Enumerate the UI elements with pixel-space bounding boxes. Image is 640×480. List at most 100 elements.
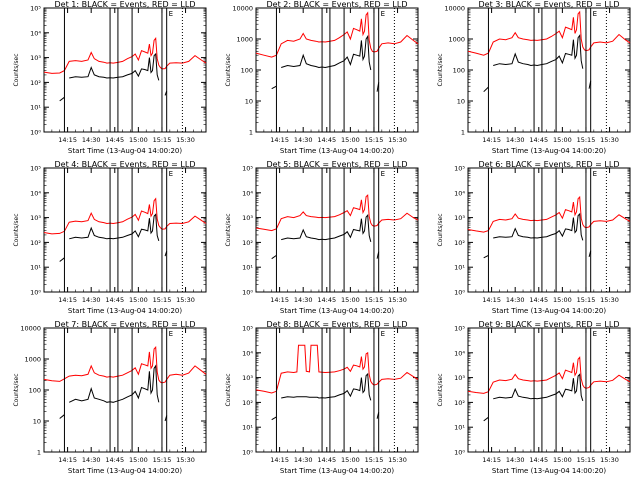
det-9-series-events (493, 373, 584, 402)
det-9-xtick-label: 14:30 (506, 456, 525, 464)
det-1-marker-glyph: E (169, 10, 173, 18)
det-9-panel: Det 9: BLACK = Events, RED = LLD Counts/s… (437, 320, 631, 475)
det-9-ytick-label: 10² (454, 399, 465, 407)
det-4-xtick-label: 15:15 (153, 296, 172, 304)
det-7-series-events-early (59, 414, 65, 419)
det-2-ytick-label: 1 (249, 129, 253, 137)
det-4-series-events-early (59, 257, 65, 262)
det-5-marker-glyph: E (381, 170, 385, 178)
det-6-ylabel: Counts/sec (437, 213, 444, 246)
det-6-xtick-label: 14:30 (506, 296, 525, 304)
det-3-ytick-label: 10 (457, 98, 465, 106)
det-4-xtick-label: 15:00 (129, 296, 148, 304)
det-5-plot-frame (255, 167, 419, 293)
det-7-xtick-label: 15:30 (176, 456, 195, 464)
det-7-ytick-label: 100 (29, 387, 41, 395)
det-4-xtick-label: 15:30 (176, 296, 195, 304)
det-1-plot-frame (43, 7, 207, 133)
det-9-series-lld (467, 356, 631, 394)
det-4-ytick-label: 10⁰ (30, 289, 41, 297)
det-4-title: Det 4: BLACK = Events, RED = LLD (55, 160, 196, 169)
det-6-xtick-label: 14:45 (529, 296, 548, 304)
det-4-plot-frame (43, 167, 207, 293)
det-3-xtick-label: 14:30 (506, 136, 525, 144)
det-4-xtick-label: 14:15 (58, 296, 77, 304)
det-5-xtick-label: 15:30 (388, 296, 407, 304)
det-6-panel: Det 6: BLACK = Events, RED = LLD Counts/s… (437, 160, 631, 315)
det-4-xtick-label: 14:45 (105, 296, 124, 304)
det-5-xtick-label: 14:15 (270, 296, 289, 304)
det-1-panel: Det 1: BLACK = Events, RED = LLD Counts/s… (13, 0, 207, 155)
det-8-panel: Det 8: BLACK = Events, RED = LLD Counts/s… (225, 320, 419, 475)
det-1-xtick-label: 15:15 (153, 136, 172, 144)
det-2-series-events (281, 34, 372, 71)
det-9-xtick-label: 15:15 (577, 456, 596, 464)
det-9-ytick-label: 10⁵ (454, 325, 465, 333)
det-2-ytick-label: 1000 (236, 36, 253, 44)
det-8-xtick-label: 15:30 (388, 456, 407, 464)
det-7-xtick-label: 14:30 (82, 456, 101, 464)
det-5-panel: Det 5: BLACK = Events, RED = LLD Counts/s… (225, 160, 419, 315)
det-7-ylabel: Counts/sec (13, 373, 20, 406)
det-9-title: Det 9: BLACK = Events, RED = LLD (479, 320, 620, 329)
det-6-ytick-label: 10¹ (454, 264, 465, 272)
det-9-ytick-label: 10¹ (454, 424, 465, 432)
det-9-xlabel: Start Time (13-Aug-04 14:00:20) (492, 467, 606, 475)
det-8-ylabel: Counts/sec (225, 373, 232, 406)
det-5-ytick-label: 10⁰ (242, 289, 253, 297)
det-7-ytick-label: 10 (33, 418, 41, 426)
det-6-ytick-label: 10⁰ (454, 289, 465, 297)
det-4-ytick-label: 10¹ (30, 264, 41, 272)
det-5-xtick-label: 15:00 (341, 296, 360, 304)
det-2-ytick-label: 10 (245, 98, 253, 106)
det-4-ytick-label: 10³ (30, 214, 41, 222)
det-5-ytick-label: 10³ (242, 214, 253, 222)
det-8-xtick-label: 14:45 (317, 456, 336, 464)
det-2-xtick-label: 15:15 (365, 136, 384, 144)
det-3-xtick-label: 15:30 (600, 136, 619, 144)
det-5-ytick-label: 10² (242, 239, 253, 247)
det-5-ytick-label: 10⁵ (242, 165, 253, 173)
det-8-xtick-label: 15:15 (365, 456, 384, 464)
det-7-xtick-label: 15:00 (129, 456, 148, 464)
det-5-series-events (281, 213, 372, 243)
det-9-xtick-label: 15:30 (600, 456, 619, 464)
det-9-xtick-label: 15:00 (553, 456, 572, 464)
det-4-xtick-label: 14:30 (82, 296, 101, 304)
det-1-ytick-label: 10⁰ (30, 129, 41, 137)
det-7-series-events (68, 364, 160, 403)
det-8-ytick-label: 10³ (242, 374, 253, 382)
det-4-series-events (69, 213, 160, 242)
det-5-series-events-early (271, 254, 277, 260)
det-7-series-lld (43, 345, 207, 384)
det-9-ytick-label: 10⁰ (454, 449, 465, 457)
det-7-marker-glyph: E (169, 330, 173, 338)
det-9-xtick-label: 14:45 (529, 456, 548, 464)
det-8-xtick-label: 15:00 (341, 456, 360, 464)
det-6-series-events-early (483, 254, 489, 259)
det-3-title: Det 3: BLACK = Events, RED = LLD (479, 0, 620, 9)
det-5-ylabel: Counts/sec (225, 213, 232, 246)
det-1-ytick-label: 10¹ (30, 104, 41, 112)
det-6-ytick-label: 10⁵ (454, 165, 465, 173)
det-6-ytick-label: 10⁴ (454, 189, 465, 197)
det-1-series-lld (43, 36, 207, 74)
det-1-ytick-label: 10² (30, 79, 41, 87)
det-3-xlabel: Start Time (13-Aug-04 14:00:20) (492, 147, 606, 155)
det-4-ytick-label: 10⁵ (30, 165, 41, 173)
det-8-series-events-early (271, 416, 277, 421)
det-5-title: Det 5: BLACK = Events, RED = LLD (267, 160, 408, 169)
det-2-xtick-label: 14:45 (317, 136, 336, 144)
det-6-ytick-label: 10² (454, 239, 465, 247)
det-2-ylabel: Counts/sec (225, 53, 232, 86)
det-3-xtick-label: 15:00 (553, 136, 572, 144)
det-9-series-events-early (483, 416, 489, 422)
det-4-xlabel: Start Time (13-Aug-04 14:00:20) (68, 307, 182, 315)
det-8-marker-glyph: E (381, 330, 385, 338)
det-7-ytick-label: 10000 (20, 325, 41, 333)
det-3-series-events-early (483, 86, 489, 93)
det-7-panel: Det 7: BLACK = Events, RED = LLD Counts/s… (13, 320, 207, 475)
det-1-xtick-label: 15:00 (129, 136, 148, 144)
